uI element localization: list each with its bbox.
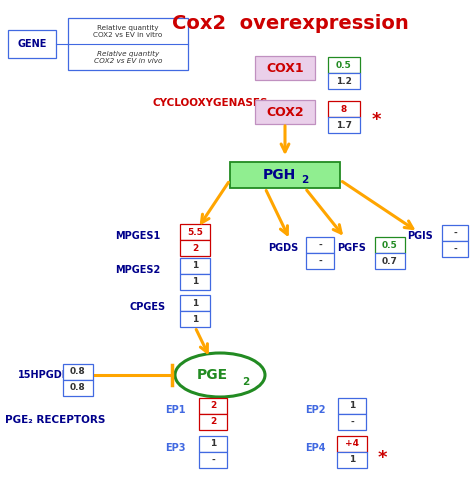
Text: EP2: EP2 (305, 405, 325, 415)
Text: COX2: COX2 (266, 105, 304, 118)
Bar (199, 414, 227, 430)
Text: CYCLOOXYGENASES: CYCLOOXYGENASES (152, 98, 268, 108)
Text: *: * (377, 449, 387, 467)
Text: 1: 1 (192, 315, 198, 323)
Bar (180, 224, 210, 240)
Text: -: - (453, 244, 457, 253)
Bar (230, 162, 340, 188)
Text: 2: 2 (242, 377, 250, 387)
Text: 5.5: 5.5 (187, 228, 203, 237)
Text: 1.2: 1.2 (336, 77, 352, 85)
Text: 2: 2 (301, 175, 309, 185)
Text: PGH: PGH (263, 168, 296, 182)
Bar (199, 452, 227, 468)
Bar (328, 73, 360, 89)
Text: PGIS: PGIS (407, 231, 433, 241)
Text: 0.8: 0.8 (70, 384, 86, 392)
Bar (306, 237, 334, 253)
Text: GENE: GENE (18, 39, 46, 49)
Bar (180, 274, 210, 290)
Text: 0.7: 0.7 (382, 256, 398, 265)
Text: EP1: EP1 (165, 405, 185, 415)
Text: 0.5: 0.5 (336, 60, 352, 69)
Bar (442, 225, 468, 241)
Text: MPGES2: MPGES2 (115, 265, 161, 275)
Text: COX1: COX1 (266, 61, 304, 75)
Text: Relative quantity
COX2 vs EV in vivo: Relative quantity COX2 vs EV in vivo (94, 50, 162, 64)
Bar (337, 452, 367, 468)
Text: Cox2  overexpression: Cox2 overexpression (172, 14, 409, 33)
Bar (180, 240, 210, 256)
Bar (199, 436, 227, 452)
Text: -: - (318, 240, 322, 250)
Bar (328, 101, 360, 117)
Bar (375, 237, 405, 253)
Text: 1: 1 (192, 277, 198, 286)
Text: -: - (211, 456, 215, 465)
Bar (180, 295, 210, 311)
Text: PGDS: PGDS (268, 243, 298, 253)
Text: -: - (318, 256, 322, 265)
Bar (199, 398, 227, 414)
Text: 1: 1 (192, 262, 198, 271)
Text: PGFS: PGFS (337, 243, 366, 253)
Bar (180, 258, 210, 274)
Text: PGE: PGE (196, 368, 228, 382)
Text: 0.8: 0.8 (70, 367, 86, 376)
Text: 2: 2 (192, 243, 198, 252)
Bar (328, 117, 360, 133)
Bar (442, 241, 468, 257)
Text: 8: 8 (341, 104, 347, 114)
Text: MPGES1: MPGES1 (115, 231, 161, 241)
Text: 15HPGDH: 15HPGDH (18, 370, 71, 380)
Text: 0.5: 0.5 (382, 240, 398, 250)
Text: 1: 1 (192, 298, 198, 308)
Text: -: - (350, 418, 354, 426)
Text: +4: +4 (345, 440, 359, 448)
Text: 1: 1 (349, 401, 355, 411)
FancyBboxPatch shape (255, 100, 315, 124)
Bar (180, 311, 210, 327)
Ellipse shape (175, 353, 265, 397)
Bar (337, 436, 367, 452)
FancyBboxPatch shape (255, 56, 315, 80)
Text: 2: 2 (210, 401, 216, 411)
Bar (375, 253, 405, 269)
Bar (338, 398, 366, 414)
Text: 1: 1 (349, 456, 355, 465)
Text: EP3: EP3 (165, 443, 185, 453)
Text: 2: 2 (210, 418, 216, 426)
Bar (68, 18, 188, 70)
Bar (8, 30, 56, 58)
Text: 1.7: 1.7 (336, 121, 352, 129)
Text: PGE₂ RECEPTORS: PGE₂ RECEPTORS (5, 415, 105, 425)
Text: CPGES: CPGES (130, 302, 166, 312)
Bar (306, 253, 334, 269)
Text: Relative quantity
COX2 vs EV in vitro: Relative quantity COX2 vs EV in vitro (93, 24, 163, 37)
Text: -: - (453, 228, 457, 238)
Text: *: * (371, 111, 381, 129)
Text: EP4: EP4 (305, 443, 325, 453)
Bar (328, 57, 360, 73)
Bar (63, 380, 93, 396)
Text: 1: 1 (210, 440, 216, 448)
Bar (338, 414, 366, 430)
Bar (63, 364, 93, 380)
